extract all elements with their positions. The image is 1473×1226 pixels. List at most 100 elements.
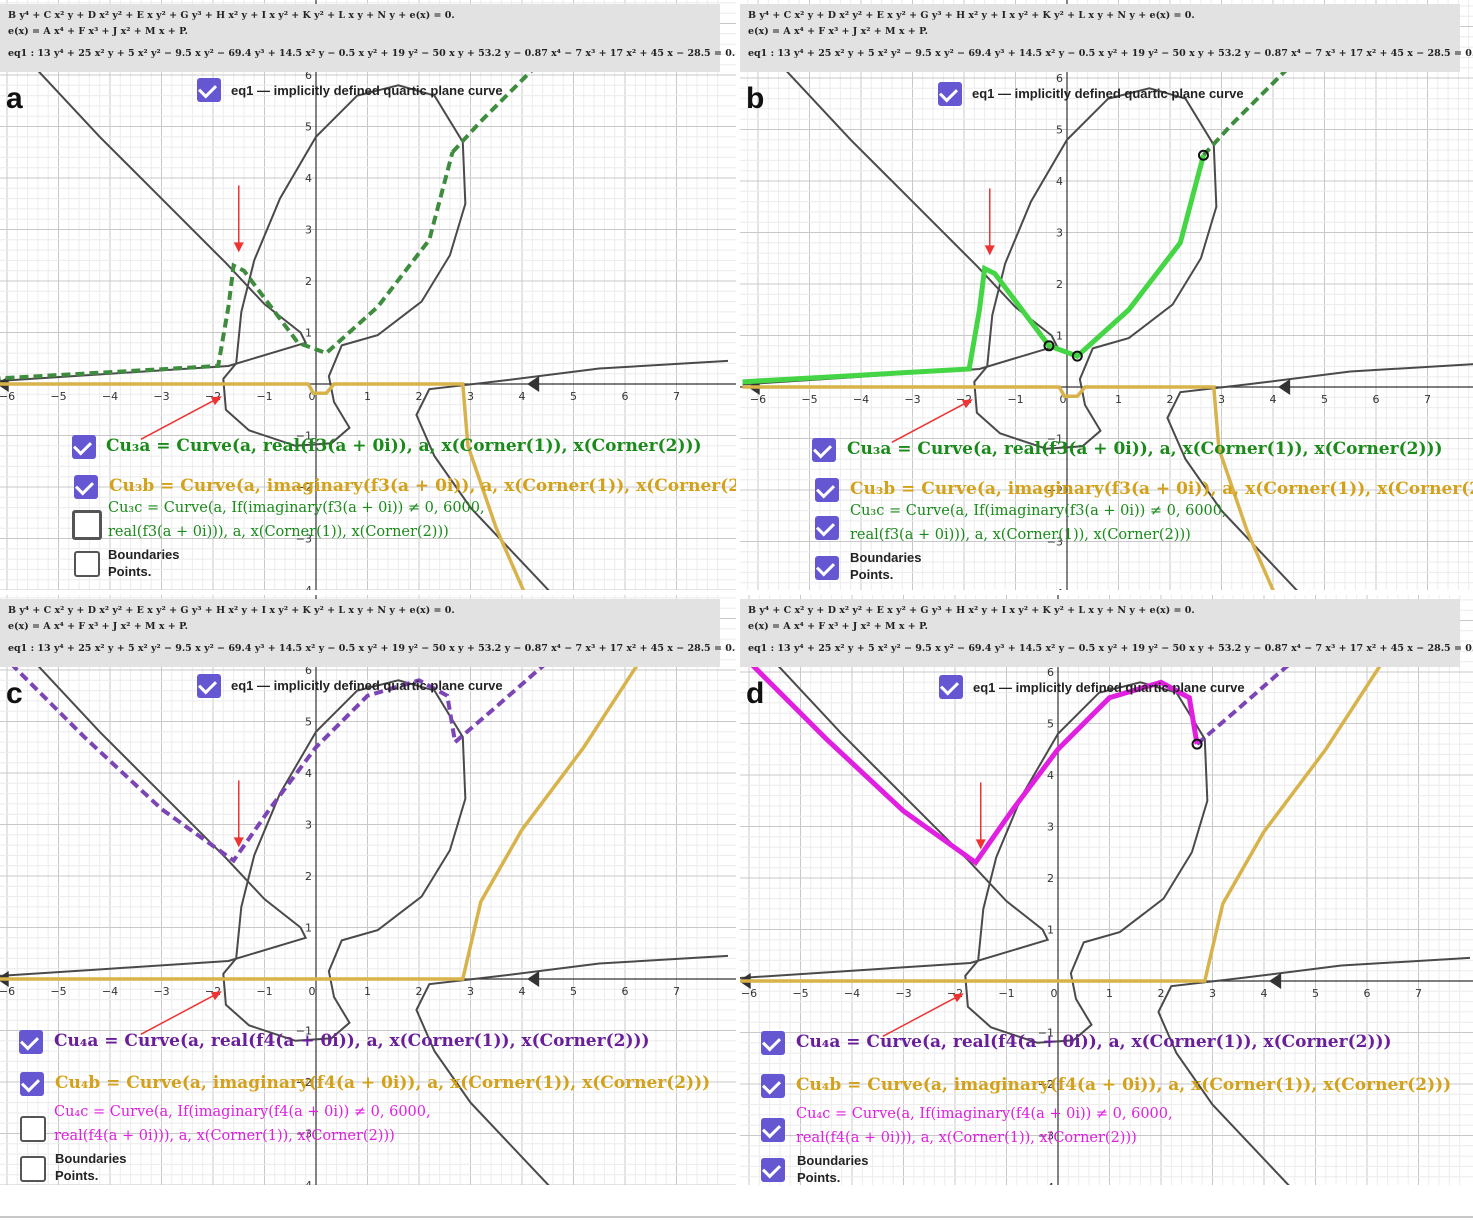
eq1-label: eq1 — implicitly defined quartic plane c… [972,86,1244,101]
x-tick-label: −1 [256,985,272,998]
vector-arrowhead [1278,379,1291,395]
x-tick-label: 6 [1364,987,1371,1000]
y-tick-label: 4 [1056,175,1063,188]
cu-b-checkbox[interactable] [20,1072,44,1096]
cu-c-checkbox[interactable] [761,1118,785,1142]
cu-b-checkbox[interactable] [74,475,98,499]
general-equation: B y⁴ + C x² y + D x² y² + E x y² + G y³ … [748,605,1195,616]
eq1-definition: eq1 : 13 y⁴ + 25 x² y + 5 x² y² − 9.5 x … [748,643,1473,654]
red-arrow-diagonal [140,992,219,1035]
red-arrow-diagonal [882,994,961,1037]
boundaries-label: Boundaries Points. [797,1152,869,1185]
y-tick-label: −3 [296,1128,312,1141]
cu-c-checkbox[interactable] [815,516,839,540]
cu-c-command-line2: real(f3(a + 0i))), a, x(Corner(1)), x(Co… [108,524,449,540]
boundary-point [1197,149,1209,161]
x-tick-label: 5 [1321,393,1328,406]
x-tick-label: 3 [467,390,474,403]
x-tick-label: 0 [309,985,316,998]
x-tick-label: 2 [1158,987,1165,1000]
cu-a-command: Cu₄a = Curve(a, real(f4(a + 0i)), a, x(C… [796,1032,1392,1052]
e-of-x-definition: e(x) = A x⁴ + F x³ + J x² + M x + P. [8,26,188,37]
x-tick-label: −6 [0,985,15,998]
boundaries-label: Boundaries Points. [55,1150,127,1184]
implicit-curve-branch [0,58,308,382]
boundaries-label-line2: Points. [850,567,894,582]
eq1-checkbox[interactable] [938,82,962,106]
y-tick-label: 2 [305,870,312,883]
boundaries-label: Boundaries Points. [108,546,180,580]
x-tick-label: 5 [570,985,577,998]
x-tick-label: −1 [1007,393,1023,406]
y-tick-label: 4 [305,172,312,185]
y-tick-label: −1 [1047,433,1063,446]
y-tick-label: 5 [305,121,312,134]
cu-c-checkbox[interactable] [20,1116,46,1142]
y-tick-label: 5 [1047,718,1054,731]
y-tick-label: 3 [305,224,312,237]
boundaries-label-line2: Points. [797,1170,841,1185]
boundaries-checkbox[interactable] [20,1156,46,1182]
y-tick-label: −2 [296,1076,312,1089]
eq1-checkbox[interactable] [197,78,221,102]
x-tick-label: 7 [1415,987,1422,1000]
x-tick-label: −3 [153,390,169,403]
cu-a-checkbox[interactable] [812,438,836,462]
y-tick-label: −4 [1038,1181,1054,1185]
y-tick-label: −3 [1038,1130,1054,1143]
boundaries-checkbox[interactable] [815,556,839,580]
cu-c-checkbox[interactable] [72,510,102,540]
cu-b-checkbox[interactable] [815,478,839,502]
cu-a-checkbox[interactable] [761,1031,785,1055]
implicit-curve-branch [740,655,1050,980]
bottom-divider [0,1216,1473,1218]
x-tick-label: −1 [256,390,272,403]
cu-a-command: Cu₃a = Curve(a, real(f3(a + 0i)), a, x(C… [847,439,1443,459]
eq1-checkbox[interactable] [197,674,221,698]
cu-a-checkbox[interactable] [19,1030,43,1054]
y-tick-label: 5 [1056,124,1063,137]
eq1-checkbox[interactable] [939,675,963,699]
cu-a-checkbox[interactable] [72,435,96,459]
eq1-label: eq1 — implicitly defined quartic plane c… [231,83,503,98]
x-tick-label: 2 [416,985,423,998]
cu-c-command: Cu₄c = Curve(a, If(imaginary(f4(a + 0i))… [54,1100,431,1148]
y-tick-label: 2 [305,275,312,288]
x-tick-label: −1 [998,987,1014,1000]
x-tick-label: 1 [1115,393,1122,406]
x-tick-label: 3 [467,985,474,998]
x-tick-label: 6 [622,390,629,403]
boundaries-label-line1: Boundaries [850,550,922,565]
x-tick-label: −4 [102,390,118,403]
real-part-curve [742,154,1206,384]
boundaries-label-line2: Points. [55,1168,99,1183]
red-arrow-vertical-head [233,242,244,253]
cu-b-checkbox[interactable] [761,1074,785,1098]
y-tick-label: 1 [305,922,312,935]
y-tick-label: 3 [305,819,312,832]
panel-letter: c [6,677,23,710]
real-part-curve-highlight [742,154,1206,385]
boundaries-checkbox[interactable] [761,1158,785,1182]
boundaries-checkbox[interactable] [74,551,100,577]
y-tick-label: 1 [305,327,312,340]
general-equation: B y⁴ + C x² y + D x² y² + E x y² + G y³ … [8,10,455,21]
eq1-label: eq1 — implicitly defined quartic plane c… [973,680,1245,695]
x-tick-label: 4 [519,985,526,998]
boundary-point [1071,350,1083,362]
x-tick-label: 4 [519,390,526,403]
vector-arrowhead [527,376,540,392]
implicit-curve-loop [964,681,1209,1044]
y-tick-label: 6 [1056,72,1063,85]
y-tick-label: 6 [1047,666,1054,679]
x-tick-label: 3 [1218,393,1225,406]
real-part-curve-dashed [1202,45,1311,157]
real-part-curve-dashed [451,42,560,154]
y-tick-label: 1 [1056,330,1063,343]
red-arrow-diagonal [891,400,970,443]
x-tick-label: −6 [0,390,15,403]
x-tick-label: 4 [1270,393,1277,406]
